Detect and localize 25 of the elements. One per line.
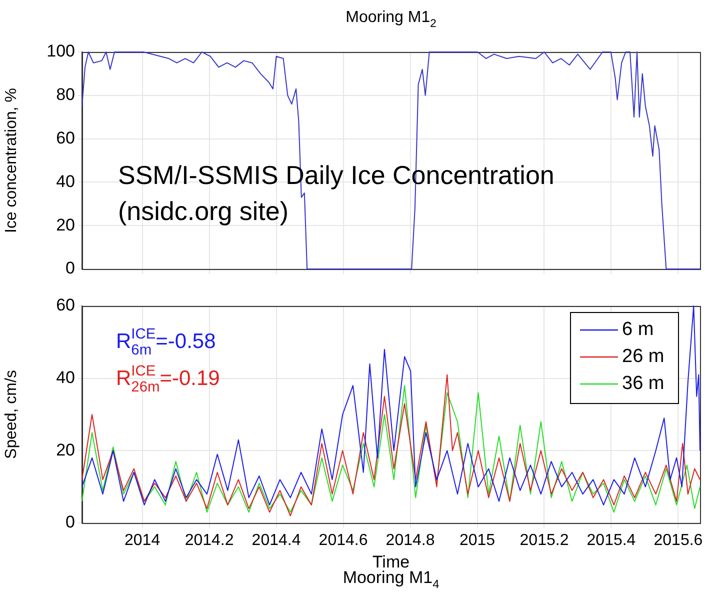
y-tick-label: 80 — [56, 85, 75, 104]
x-tick-label: 2014.2 — [184, 532, 234, 550]
x-tick-label: 2015.4 — [586, 532, 636, 550]
x-tick-label: 2015.2 — [520, 532, 569, 550]
y-tick-label: 60 — [56, 128, 75, 148]
x-tick-label: 2014 — [124, 532, 160, 550]
y-tick-label: 40 — [56, 368, 75, 388]
y-tick-label: 0 — [66, 512, 75, 532]
y-tick-label: 40 — [56, 172, 75, 191]
y-tick-label: 0 — [66, 258, 75, 278]
x-tick-label: 2015 — [459, 532, 496, 550]
x-axis-title: Time — [372, 552, 410, 572]
legend-label: 26 m — [622, 346, 664, 368]
x-tick-label: 2014.8 — [386, 532, 435, 550]
x-tick-label: 2014.6 — [318, 532, 368, 550]
y-axis-title: Speed, cm/s — [3, 370, 20, 459]
x-tick-label: 2015.6 — [654, 532, 703, 550]
x-tick-label: 2014.4 — [252, 532, 301, 550]
y-tick-label: 20 — [56, 215, 75, 234]
y-tick-label: 60 — [56, 296, 75, 315]
y-tick-label: 100 — [46, 42, 75, 61]
legend-label: 6 m — [622, 319, 654, 340]
y-axis-title: Ice concentration, % — [3, 88, 20, 233]
y-tick-label: 20 — [56, 440, 75, 460]
legend-label: 36 m — [622, 373, 664, 394]
